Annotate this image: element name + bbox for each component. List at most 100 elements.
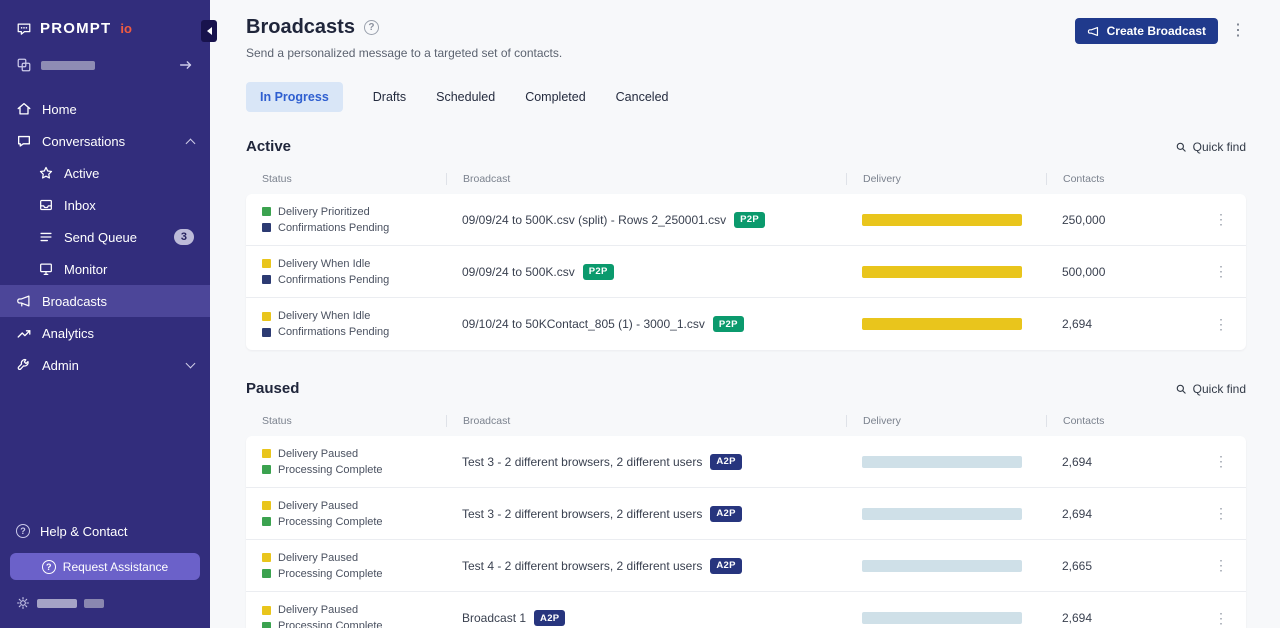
section-title: Active xyxy=(246,138,291,155)
sidebar-item-admin[interactable]: Admin xyxy=(0,349,210,381)
sidebar-item-monitor[interactable]: Monitor xyxy=(0,253,210,285)
delivery-progress-bar xyxy=(862,214,1022,226)
row-menu-button[interactable]: ⋮ xyxy=(1196,610,1246,627)
route-type-badge: A2P xyxy=(710,558,741,574)
sidebar-item-label: Help & Contact xyxy=(40,524,127,539)
collapse-left-icon xyxy=(207,27,212,35)
status-dot xyxy=(262,553,271,562)
row-menu-button[interactable]: ⋮ xyxy=(1196,505,1246,522)
delivery-progress-bar xyxy=(862,508,1022,520)
active-table: Delivery Prioritized Confirmations Pendi… xyxy=(246,194,1246,350)
tab-canceled[interactable]: Canceled xyxy=(616,82,669,112)
sidebar-item-conversations[interactable]: Conversations xyxy=(0,125,210,157)
contacts-count: 2,694 xyxy=(1046,611,1196,625)
table-row[interactable]: Delivery When Idle Confirmations Pending… xyxy=(246,246,1246,298)
queue-list-icon xyxy=(38,229,54,245)
logo-icon xyxy=(16,21,32,37)
megaphone-icon xyxy=(16,293,32,309)
chevron-down-icon xyxy=(186,359,196,369)
column-contacts: Contacts xyxy=(1046,173,1196,185)
status-dot xyxy=(262,622,271,628)
monitor-icon xyxy=(38,261,54,277)
column-broadcast: Broadcast xyxy=(446,415,846,427)
row-menu-button[interactable]: ⋮ xyxy=(1196,316,1246,333)
contacts-count: 2,665 xyxy=(1046,559,1196,573)
request-assistance-button[interactable]: ? Request Assistance xyxy=(10,553,200,580)
sidebar-item-label: Home xyxy=(42,102,77,117)
status-label: Delivery Paused xyxy=(278,498,358,514)
page-help-icon[interactable]: ? xyxy=(364,20,379,35)
gear-icon[interactable] xyxy=(16,596,30,610)
table-row[interactable]: Delivery Paused Processing Complete Test… xyxy=(246,488,1246,540)
broadcast-tabs: In Progress Drafts Scheduled Completed C… xyxy=(246,82,1246,112)
sidebar-item-broadcasts[interactable]: Broadcasts xyxy=(0,285,210,317)
page-menu-button[interactable]: ⋮ xyxy=(1230,23,1246,39)
create-broadcast-button[interactable]: Create Broadcast xyxy=(1075,18,1218,44)
table-row[interactable]: Delivery When Idle Confirmations Pending… xyxy=(246,298,1246,350)
paused-section: Paused Quick find Status Broadcast Deliv… xyxy=(246,380,1246,628)
tab-scheduled[interactable]: Scheduled xyxy=(436,82,495,112)
row-menu-button[interactable]: ⋮ xyxy=(1196,211,1246,228)
table-header: Status Broadcast Delivery Contacts xyxy=(246,409,1246,436)
row-menu-button[interactable]: ⋮ xyxy=(1196,453,1246,470)
route-type-badge: P2P xyxy=(583,264,614,280)
row-menu-button[interactable]: ⋮ xyxy=(1196,263,1246,280)
sidebar-item-inbox[interactable]: Inbox xyxy=(0,189,210,221)
sidebar-item-analytics[interactable]: Analytics xyxy=(0,317,210,349)
route-type-badge: P2P xyxy=(734,212,765,228)
quick-find-label: Quick find xyxy=(1193,140,1246,154)
status-label: Delivery Paused xyxy=(278,602,358,618)
tab-completed[interactable]: Completed xyxy=(525,82,585,112)
sidebar-item-active[interactable]: Active xyxy=(0,157,210,189)
inbox-icon xyxy=(38,197,54,213)
table-row[interactable]: Delivery Paused Processing Complete Broa… xyxy=(246,592,1246,628)
route-type-badge: A2P xyxy=(710,506,741,522)
status-dot xyxy=(262,207,271,216)
help-icon: ? xyxy=(16,524,30,538)
table-row[interactable]: Delivery Paused Processing Complete Test… xyxy=(246,540,1246,592)
status-label: Processing Complete xyxy=(278,618,383,628)
table-row[interactable]: Delivery Paused Processing Complete Test… xyxy=(246,436,1246,488)
status-label: Confirmations Pending xyxy=(278,324,389,340)
status-dot xyxy=(262,312,271,321)
status-label: Delivery When Idle xyxy=(278,308,370,324)
route-type-badge: P2P xyxy=(713,316,744,332)
column-delivery: Delivery xyxy=(846,415,1046,427)
sidebar-nav: Home Conversations Active Inbox Send Que… xyxy=(0,93,210,381)
row-menu-button[interactable]: ⋮ xyxy=(1196,557,1246,574)
sidebar-item-home[interactable]: Home xyxy=(0,93,210,125)
quick-find-button[interactable]: Quick find xyxy=(1175,382,1246,396)
route-type-badge: A2P xyxy=(534,610,565,626)
status-dot xyxy=(262,501,271,510)
sidebar-collapse-button[interactable] xyxy=(201,20,217,42)
page-subtitle: Send a personalized message to a targete… xyxy=(246,46,562,60)
sidebar-item-send-queue[interactable]: Send Queue 3 xyxy=(0,221,210,253)
column-delivery: Delivery xyxy=(846,173,1046,185)
table-header: Status Broadcast Delivery Contacts xyxy=(246,167,1246,194)
tab-in-progress[interactable]: In Progress xyxy=(246,82,343,112)
arrow-right-icon[interactable] xyxy=(178,57,194,73)
page-title: Broadcasts xyxy=(246,16,355,39)
table-row[interactable]: Delivery Prioritized Confirmations Pendi… xyxy=(246,194,1246,246)
question-icon: ? xyxy=(42,560,56,574)
status-label: Delivery Paused xyxy=(278,550,358,566)
broadcast-name: Test 4 - 2 different browsers, 2 differe… xyxy=(462,559,702,573)
sidebar-item-label: Analytics xyxy=(42,326,94,341)
send-queue-count-badge: 3 xyxy=(174,229,194,245)
redacted-footer-text xyxy=(84,599,104,608)
section-title: Paused xyxy=(246,380,299,397)
broadcast-name: Broadcast 1 xyxy=(462,611,526,625)
status-label: Delivery Paused xyxy=(278,446,358,462)
quick-find-button[interactable]: Quick find xyxy=(1175,140,1246,154)
quick-find-label: Quick find xyxy=(1193,382,1246,396)
broadcast-name: Test 3 - 2 different browsers, 2 differe… xyxy=(462,455,702,469)
tab-drafts[interactable]: Drafts xyxy=(373,82,406,112)
route-type-badge: A2P xyxy=(710,454,741,470)
status-label: Confirmations Pending xyxy=(278,220,389,236)
sidebar-item-help-contact[interactable]: ? Help & Contact xyxy=(0,515,210,547)
sidebar-item-label: Send Queue xyxy=(64,230,137,245)
account-switcher[interactable] xyxy=(0,43,210,83)
sidebar-item-label: Broadcasts xyxy=(42,294,107,309)
wrench-icon xyxy=(16,357,32,373)
status-label: Confirmations Pending xyxy=(278,272,389,288)
